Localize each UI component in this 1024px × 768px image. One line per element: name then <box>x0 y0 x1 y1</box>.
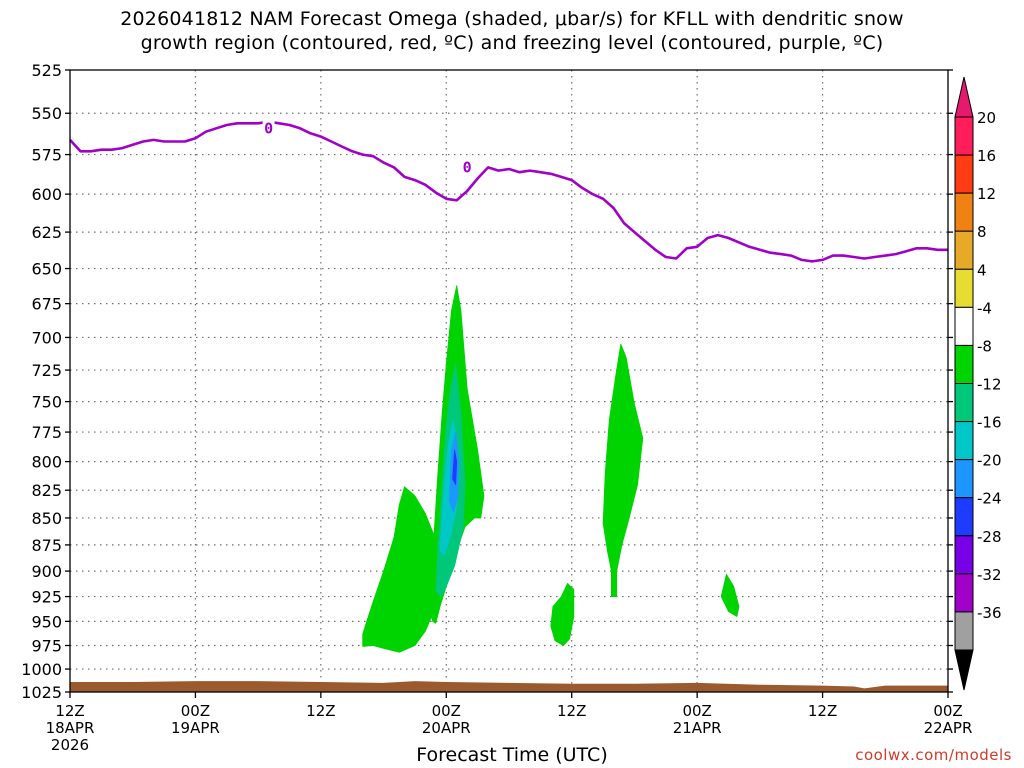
y-tick-label: 825 <box>31 481 62 500</box>
colorbar-label: 12 <box>977 185 996 203</box>
colorbar-swatch <box>954 497 974 537</box>
y-tick-label: 625 <box>31 223 62 242</box>
colorbar-label: -32 <box>977 566 1002 584</box>
credit-link[interactable]: coolwx.com/models <box>855 746 1012 764</box>
colorbar-label: -36 <box>977 604 1002 622</box>
x-tick-label: 2026 <box>51 736 89 754</box>
colorbar-swatch <box>954 344 974 384</box>
x-tick-label: 20APR <box>422 719 471 737</box>
colorbar-swatch <box>954 230 974 270</box>
colorbar-label: 20 <box>977 109 996 127</box>
x-tick-label: 12Z <box>557 702 586 720</box>
x-tick-label: 18APR <box>46 719 95 737</box>
colorbar-bottom-arrow <box>954 649 974 691</box>
contour-label-bg <box>461 158 474 175</box>
omega-region <box>550 583 575 646</box>
colorbar: 20 16 12 8 4 -4 -8 -12 -16 -20 -24 -28 -32 -36 <box>954 76 1002 691</box>
x-tick-label: 22APR <box>924 719 973 737</box>
x-tick-label: 12Z <box>808 702 837 720</box>
x-tick-label: 00Z <box>933 702 962 720</box>
colorbar-label: -24 <box>977 490 1002 508</box>
x-tick-label: 00Z <box>181 702 210 720</box>
y-axis: 525 550 575 600 625 650 675 700 725 750 775 800 825 8… <box>21 61 953 702</box>
colorbar-swatch <box>954 154 974 194</box>
colorbar-swatch <box>954 535 974 575</box>
freezing-level-label: 0 <box>264 119 273 137</box>
colorbar-swatch <box>954 573 974 613</box>
y-tick-label: 600 <box>31 185 62 204</box>
colorbar-swatch <box>954 192 974 232</box>
colorbar-swatch <box>954 116 974 156</box>
y-tick-label: 750 <box>31 393 62 412</box>
y-tick-label: 975 <box>31 637 62 656</box>
colorbar-swatch <box>954 268 974 308</box>
grid-lines <box>70 70 948 692</box>
plot-border <box>69 69 949 693</box>
y-tick-label: 650 <box>31 260 62 279</box>
y-tick-label: 525 <box>31 61 62 80</box>
y-tick-label: 775 <box>31 423 62 442</box>
colorbar-label: -20 <box>977 452 1002 470</box>
y-tick-label: 800 <box>31 453 62 472</box>
y-tick-label: 925 <box>31 588 62 607</box>
y-tick-label: 700 <box>31 328 62 347</box>
x-tick-label: 00Z <box>682 702 711 720</box>
chart-title-line1: 2026041812 NAM Forecast Omega (shaded, μ… <box>120 8 904 30</box>
x-tick-label: 21APR <box>673 719 722 737</box>
y-tick-label: 950 <box>31 612 62 631</box>
colorbar-swatch <box>954 611 974 651</box>
colorbar-swatch <box>954 306 974 346</box>
colorbar-label: -16 <box>977 414 1002 432</box>
freezing-level-label: 0 <box>463 158 472 176</box>
y-tick-label: 1025 <box>21 683 62 702</box>
chart-title-line2: growth region (contoured, red, ºC) and f… <box>140 32 884 54</box>
x-tick-label: 19APR <box>171 719 220 737</box>
colorbar-swatch <box>954 383 974 423</box>
x-tick-label: 12Z <box>55 702 84 720</box>
y-tick-label: 725 <box>31 361 62 380</box>
y-tick-label: 1000 <box>21 660 62 679</box>
freezing-level-contour: 00 <box>69 119 948 263</box>
colorbar-label: -12 <box>977 376 1002 394</box>
colorbar-swatch <box>954 421 974 461</box>
colorbar-label: 4 <box>977 261 987 279</box>
freezing-level-line <box>69 120 948 263</box>
terrain-area <box>70 681 948 692</box>
contour-label-bg <box>262 119 275 136</box>
y-tick-label: 675 <box>31 295 62 314</box>
omega-shading <box>362 285 740 653</box>
colorbar-label: 8 <box>977 223 987 241</box>
omega-region <box>452 449 458 485</box>
colorbar-top-arrow <box>954 76 974 118</box>
y-tick-label: 850 <box>31 509 62 528</box>
colorbar-swatch <box>954 459 974 499</box>
y-tick-label: 900 <box>31 562 62 581</box>
colorbar-label: -4 <box>977 299 992 317</box>
terrain-fill <box>70 681 948 692</box>
y-tick-label: 875 <box>31 536 62 555</box>
y-tick-label: 575 <box>31 146 62 165</box>
x-tick-label: 00Z <box>432 702 461 720</box>
y-tick-label: 550 <box>31 104 62 123</box>
colorbar-label: -28 <box>977 528 1002 546</box>
plot-frame <box>69 69 949 693</box>
omega-region <box>720 573 740 617</box>
x-tick-label: 12Z <box>306 702 335 720</box>
omega-region <box>602 343 644 597</box>
x-axis-title: Forecast Time (UTC) <box>416 744 608 766</box>
colorbar-label: -8 <box>977 337 992 355</box>
colorbar-label: 16 <box>977 147 996 165</box>
